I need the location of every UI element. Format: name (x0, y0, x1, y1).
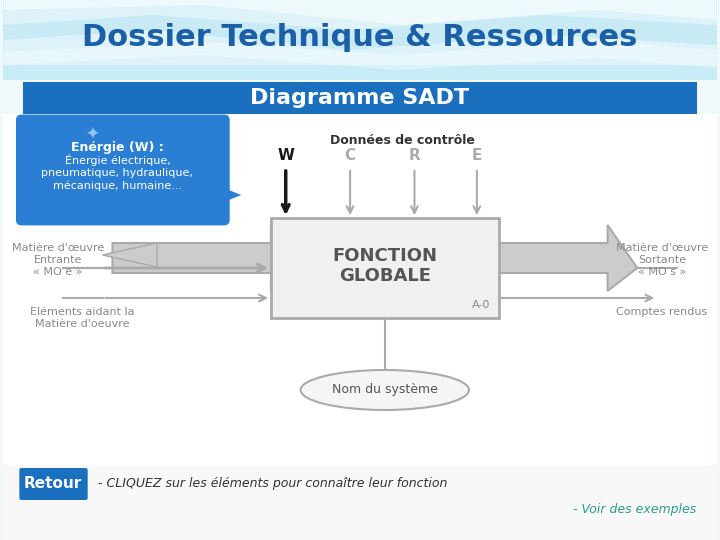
Text: Enérgie (W) :: Enérgie (W) : (71, 141, 163, 154)
Text: Comptes rendus: Comptes rendus (616, 307, 708, 317)
Text: ✦: ✦ (86, 126, 99, 144)
Text: Retour: Retour (24, 476, 82, 491)
Text: Sortante: Sortante (638, 255, 686, 265)
Polygon shape (4, 40, 716, 70)
Polygon shape (217, 185, 241, 205)
Bar (4, 465, 716, 540)
FancyBboxPatch shape (17, 116, 228, 224)
Bar (4, 0, 716, 80)
Text: A-0: A-0 (472, 300, 491, 310)
Text: Données de contrôle: Données de contrôle (330, 133, 475, 146)
Text: GLOBALE: GLOBALE (338, 267, 431, 285)
Text: Matière d'oeuvre: Matière d'oeuvre (35, 319, 130, 329)
FancyBboxPatch shape (19, 468, 88, 500)
FancyBboxPatch shape (4, 0, 716, 65)
Text: Diagramme SADT: Diagramme SADT (251, 88, 469, 108)
Text: FONCTION: FONCTION (332, 247, 437, 265)
Bar (271, 218, 499, 318)
Polygon shape (4, 0, 716, 25)
Text: - Voir des exemples: - Voir des exemples (573, 503, 697, 516)
Text: - CLIQUEZ sur les éléments pour connaître leur fonction: - CLIQUEZ sur les éléments pour connaîtr… (98, 476, 447, 489)
Text: R: R (408, 147, 420, 163)
Text: « MO s »: « MO s » (638, 267, 686, 277)
Text: « MO e »: « MO e » (33, 267, 83, 277)
Polygon shape (499, 225, 637, 291)
Bar (4, 114, 716, 484)
Text: Nom du système: Nom du système (332, 383, 438, 396)
Text: Dossier Technique & Ressources: Dossier Technique & Ressources (82, 24, 638, 52)
Text: mécanique, humaine...: mécanique, humaine... (53, 181, 182, 191)
Bar (23, 82, 697, 114)
Text: Énergie électrique,: Énergie électrique, (65, 154, 170, 166)
Text: Entrante: Entrante (34, 255, 82, 265)
Ellipse shape (300, 370, 469, 410)
Text: pneumatique, hydraulique,: pneumatique, hydraulique, (42, 168, 193, 178)
Text: E: E (472, 147, 482, 163)
Text: Matière d'œuvre: Matière d'œuvre (12, 243, 104, 253)
Polygon shape (112, 225, 300, 291)
Polygon shape (102, 243, 157, 267)
Text: W: W (277, 147, 294, 163)
Polygon shape (4, 15, 716, 50)
Text: Eléments aidant la: Eléments aidant la (30, 307, 135, 317)
Text: C: C (345, 147, 356, 163)
Text: Matière d'œuvre: Matière d'œuvre (616, 243, 708, 253)
